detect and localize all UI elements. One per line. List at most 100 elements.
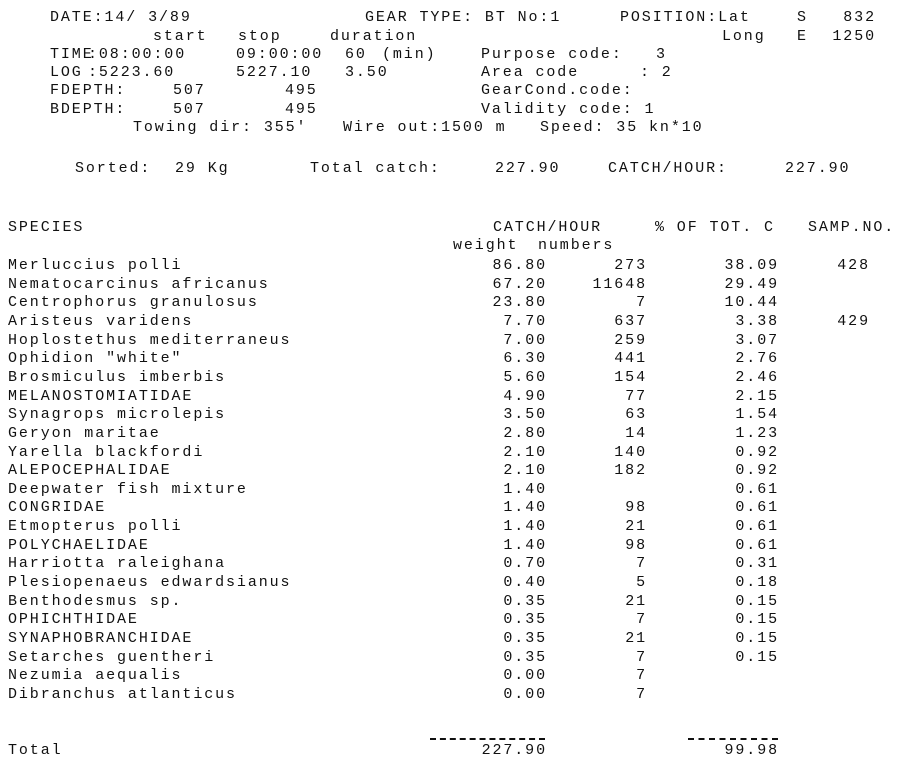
- pct-total: 0.15: [735, 648, 779, 666]
- bdepth-label: BDEPTH:: [50, 101, 127, 118]
- sample-no: 429: [837, 312, 870, 330]
- total-catch-label: Total catch:: [310, 160, 441, 177]
- species-name: Brosmiculus imberbis: [8, 368, 227, 386]
- numbers: 14: [625, 424, 647, 442]
- species-name: Ophidion "white": [8, 350, 183, 368]
- species-name: Centrophorus granulosus: [8, 294, 259, 312]
- log-stop: 5227.10: [236, 64, 313, 81]
- species-name: POLYCHAELIDAE: [8, 536, 150, 554]
- weight: 5.60: [503, 368, 547, 386]
- weight: 0.00: [503, 667, 547, 685]
- numbers: 7: [636, 685, 647, 703]
- numbers: 273: [614, 257, 647, 274]
- col-duration: duration: [330, 28, 418, 45]
- numbers: 140: [614, 443, 647, 461]
- numbers: 11648: [592, 275, 647, 293]
- time-stop: 09:00:00: [236, 46, 324, 63]
- species-name: Synagrops microlepis: [8, 406, 227, 424]
- bdepth-stop: 495: [285, 101, 318, 118]
- total-pct-rule: [688, 738, 778, 740]
- weight: 0.35: [503, 611, 547, 629]
- numbers: 7: [636, 611, 647, 629]
- pct-total: 0.31: [735, 555, 779, 573]
- weight: 2.10: [503, 443, 547, 461]
- numbers: 7: [636, 294, 647, 312]
- lat-hemisphere: S: [797, 9, 808, 26]
- numbers: 98: [625, 499, 647, 517]
- pct-total: 0.15: [735, 611, 779, 629]
- log-duration: 3.50: [345, 64, 389, 81]
- numbers: 77: [625, 387, 647, 405]
- species-name: Merluccius polli: [8, 257, 183, 274]
- weight: 0.35: [503, 592, 547, 610]
- pct-total: 0.92: [735, 443, 779, 461]
- gearcond-label: GearCond.code:: [481, 82, 634, 99]
- weight: 3.50: [503, 406, 547, 424]
- fdepth-start: 507: [173, 82, 206, 99]
- weight: 7.00: [503, 331, 547, 349]
- purpose-value: 3: [656, 46, 667, 63]
- numbers: 637: [614, 312, 647, 330]
- long-label: Long: [722, 28, 766, 45]
- time-label: TIME: [50, 46, 94, 63]
- species-name: Plesiopenaeus edwardsianus: [8, 574, 292, 592]
- numbers: 21: [625, 630, 647, 647]
- time-start: :08:00:00: [88, 46, 187, 63]
- total-weight: 227.90: [481, 742, 547, 759]
- species-name: Dibranchus atlanticus: [8, 685, 237, 703]
- pct-total: 3.38: [735, 312, 779, 330]
- species-name: Nezumia aequalis: [8, 667, 183, 685]
- weight: 23.80: [492, 294, 547, 312]
- weight: 2.10: [503, 462, 547, 480]
- gear-type: GEAR TYPE: BT No:1: [365, 9, 562, 26]
- pct-total: 1.54: [735, 406, 779, 424]
- pct-total: 29.49: [724, 275, 779, 293]
- species-name: Harriotta raleighana: [8, 555, 227, 573]
- weight: 0.00: [503, 685, 547, 703]
- col-start: start: [153, 28, 208, 45]
- species-name: Yarella blackfordi: [8, 443, 205, 461]
- catch-hour-value: 227.90: [785, 160, 851, 177]
- log-start: :5223.60: [88, 64, 176, 81]
- numbers: 7: [636, 555, 647, 573]
- numbers: 98: [625, 536, 647, 554]
- long-value: 1250: [832, 28, 876, 45]
- weight: 0.40: [503, 574, 547, 592]
- species-name: Benthodesmus sp.: [8, 592, 183, 610]
- area-label: Area code: [481, 64, 580, 81]
- weight: 1.40: [503, 518, 547, 536]
- weight: 4.90: [503, 387, 547, 405]
- date: DATE:14/ 3/89: [50, 9, 192, 26]
- numbers: 441: [614, 350, 647, 368]
- weight: 2.80: [503, 424, 547, 442]
- col-stop: stop: [238, 28, 282, 45]
- species-name: OPHICHTHIDAE: [8, 611, 139, 629]
- weight: 0.35: [503, 648, 547, 666]
- sub-numbers: numbers: [538, 237, 615, 254]
- sorted-label: Sorted:: [75, 160, 152, 177]
- pct-total: 0.61: [735, 518, 779, 536]
- position-label: POSITION:Lat: [620, 9, 751, 26]
- species-name: ALEPOCEPHALIDAE: [8, 462, 172, 480]
- total-pct: 99.98: [724, 742, 779, 759]
- weight: 7.70: [503, 312, 547, 330]
- catch-hour-label: CATCH/HOUR:: [608, 160, 728, 177]
- weight: 1.40: [503, 536, 547, 554]
- pct-total: 0.61: [735, 480, 779, 498]
- species-name: Etmopterus polli: [8, 518, 183, 536]
- col-catch-hour: CATCH/HOUR: [493, 219, 603, 236]
- pct-total: 0.61: [735, 499, 779, 517]
- species-name: Aristeus varidens: [8, 312, 194, 330]
- weight: 6.30: [503, 350, 547, 368]
- weight: 1.40: [503, 480, 547, 498]
- weight: 67.20: [492, 275, 547, 293]
- pct-total: 0.61: [735, 536, 779, 554]
- total-weight-rule: [430, 738, 545, 740]
- weight: 1.40: [503, 499, 547, 517]
- pct-total: 1.23: [735, 424, 779, 442]
- numbers: 259: [614, 331, 647, 349]
- lat-value: 832: [843, 9, 876, 26]
- species-name: Hoplostethus mediterraneus: [8, 331, 292, 349]
- log-label: LOG: [50, 64, 83, 81]
- pct-total: 0.15: [735, 630, 779, 647]
